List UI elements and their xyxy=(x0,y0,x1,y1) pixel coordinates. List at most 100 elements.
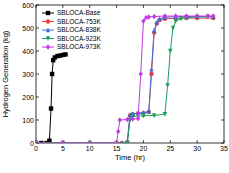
data-point xyxy=(114,140,118,143)
data-point xyxy=(168,49,172,54)
y-tick-right xyxy=(221,97,224,98)
data-point xyxy=(116,129,120,134)
data-point xyxy=(195,13,199,18)
y-tick xyxy=(36,51,39,52)
y-tick-label: 600 xyxy=(22,2,34,9)
y-tick-right xyxy=(221,51,224,52)
legend-label: SBLOCA-Base xyxy=(57,9,101,16)
legend-marker xyxy=(46,19,50,23)
x-tick xyxy=(224,140,225,143)
data-point xyxy=(49,106,53,110)
data-point xyxy=(152,28,156,33)
y-tick-label: 0 xyxy=(30,140,34,147)
data-point xyxy=(173,19,177,24)
y-tick-right xyxy=(221,74,224,75)
data-point xyxy=(141,114,145,119)
data-point xyxy=(118,117,122,122)
data-point xyxy=(195,14,199,19)
data-point xyxy=(173,13,177,18)
x-tick-label: 0 xyxy=(34,145,38,152)
data-point xyxy=(61,140,65,143)
legend-label: SBLOCA-923K xyxy=(57,35,101,42)
y-tick-label: 300 xyxy=(22,71,34,78)
legend: SBLOCA-Base SBLOCA-753KSBLOCA-838K SBLOCA-… xyxy=(42,9,101,50)
x-tick xyxy=(143,140,144,143)
chart: 051015202530350100200300400500600Time (h… xyxy=(0,0,229,173)
x-tick-label: 30 xyxy=(193,145,201,152)
y-tick-label: 200 xyxy=(22,94,34,101)
series-line xyxy=(36,54,66,143)
y-tick-right xyxy=(221,143,224,144)
legend-marker xyxy=(46,44,50,49)
plot-data xyxy=(36,13,215,143)
x-tick-top xyxy=(143,5,144,8)
data-point xyxy=(139,71,143,76)
data-point xyxy=(88,141,92,143)
data-point xyxy=(114,141,118,143)
data-point xyxy=(61,140,65,143)
data-point xyxy=(157,16,161,21)
x-tick-label: 10 xyxy=(86,145,94,152)
data-point xyxy=(88,140,92,143)
x-tick-top xyxy=(36,5,37,8)
data-point xyxy=(152,14,156,19)
y-tick xyxy=(36,120,39,121)
legend-label: SBLOCA-838K xyxy=(57,26,101,33)
data-point xyxy=(147,109,151,114)
data-point xyxy=(63,52,67,56)
data-point xyxy=(211,14,215,19)
y-tick-label: 100 xyxy=(22,117,34,124)
x-tick-top xyxy=(116,5,117,8)
x-tick-top xyxy=(62,5,63,8)
data-point xyxy=(149,67,153,72)
data-point xyxy=(184,13,188,18)
x-tick-label: 5 xyxy=(61,145,65,152)
data-point xyxy=(147,14,151,19)
y-tick-right xyxy=(221,28,224,29)
y-tick-label: 400 xyxy=(22,48,34,55)
data-point xyxy=(152,113,156,118)
data-point xyxy=(114,141,118,143)
data-point xyxy=(171,26,175,31)
data-point xyxy=(61,141,65,143)
y-tick-right xyxy=(221,5,224,6)
x-tick-top xyxy=(224,5,225,8)
data-point xyxy=(36,140,38,143)
data-point xyxy=(47,139,51,143)
legend-marker xyxy=(46,27,50,32)
data-point xyxy=(36,141,38,143)
x-tick-label: 35 xyxy=(220,145,228,152)
x-tick-label: 20 xyxy=(140,145,148,152)
data-point xyxy=(36,140,38,143)
data-point xyxy=(173,14,177,19)
data-point xyxy=(36,141,38,143)
data-point xyxy=(163,112,167,117)
y-axis-label: Hydrogen Generation (kg) xyxy=(1,30,10,117)
y-tick xyxy=(36,97,39,98)
y-tick-right xyxy=(221,120,224,121)
y-tick xyxy=(36,74,39,75)
data-point xyxy=(206,13,210,18)
series-line xyxy=(36,17,213,144)
legend-label: SBLOCA-973K xyxy=(57,43,101,50)
data-point xyxy=(88,140,92,143)
legend-label: SBLOCA-753K xyxy=(57,18,101,25)
data-point xyxy=(163,13,167,18)
legend-marker xyxy=(46,36,50,41)
data-point xyxy=(88,141,92,143)
data-point xyxy=(125,117,129,122)
data-point xyxy=(211,13,215,18)
series-line xyxy=(36,17,208,143)
x-tick-label: 15 xyxy=(113,145,121,152)
x-tick-top xyxy=(89,5,90,8)
x-tick-top xyxy=(170,5,171,8)
data-point xyxy=(36,141,38,143)
frame xyxy=(36,5,224,143)
series-line xyxy=(36,18,213,143)
y-tick xyxy=(36,28,39,29)
data-point xyxy=(61,141,65,143)
data-point xyxy=(165,83,169,88)
data-point xyxy=(114,140,118,143)
data-point xyxy=(179,17,183,22)
legend-marker xyxy=(46,11,50,15)
